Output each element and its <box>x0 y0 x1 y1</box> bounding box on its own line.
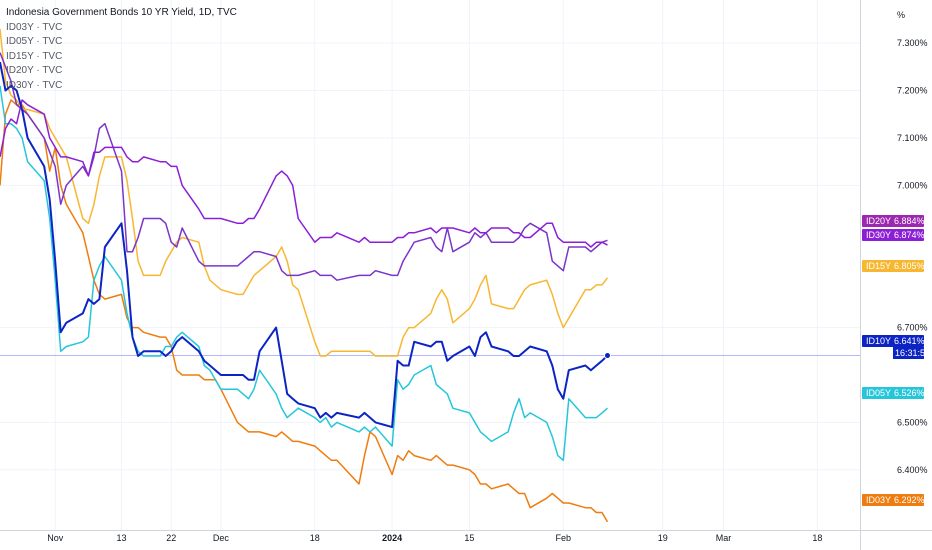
series-line-id03y <box>0 99 609 523</box>
time-tick-label: Nov <box>47 533 64 543</box>
time-tick-label: 18 <box>310 533 320 543</box>
price-tag-value: 6.805% <box>894 261 925 271</box>
price-tag-symbol: ID03Y <box>866 495 891 505</box>
price-tags: ID20Y 6.884%ID30Y 6.874%ID15Y 6.805%ID10Y 6.… <box>862 215 930 506</box>
time-tick-label: Mar <box>716 533 732 543</box>
price-tag-bg <box>862 335 924 347</box>
price-tag-value: 6.292% <box>894 495 925 505</box>
legend-row-id20y[interactable]: ID20Y · TVC <box>6 65 63 76</box>
time-tick-label: 19 <box>658 533 668 543</box>
legend-row-id03y[interactable]: ID03Y · TVC <box>6 21 63 33</box>
price-tag-value: 6.526% <box>894 388 925 398</box>
chart-legend: Indonesia Government Bonds 10 YR Yield, … <box>6 6 237 93</box>
price-axis-unit[interactable]: % <box>897 10 905 20</box>
price-tag-symbol: ID10Y <box>866 336 891 346</box>
legend-row-id05y[interactable]: ID05Y · TVC <box>6 36 63 47</box>
time-tick-label: 18 <box>812 533 822 543</box>
last-price-dot <box>603 352 611 360</box>
price-tag-value: 6.641% <box>894 336 925 346</box>
time-tick-label: 13 <box>116 533 126 543</box>
price-tag-symbol: ID30Y <box>866 230 891 240</box>
price-tick-label: 7.100% <box>897 133 928 143</box>
series-line-id05y <box>0 85 608 462</box>
series-line-id15y <box>0 28 609 357</box>
price-tick-label: 6.400% <box>897 465 928 475</box>
price-tick-label: 6.500% <box>897 417 928 427</box>
series-lines <box>0 28 611 523</box>
price-tag-bg <box>862 387 924 399</box>
countdown-text: 16:31:57 <box>895 348 930 358</box>
price-tag-symbol: ID05Y <box>866 388 891 398</box>
time-tick-label: 2024 <box>382 533 402 543</box>
price-tag-bg <box>862 494 924 506</box>
countdown-bg <box>893 347 924 359</box>
price-tick-label: 6.700% <box>897 323 928 333</box>
price-tag-value: 6.874% <box>894 230 925 240</box>
price-tag-bg <box>862 260 924 272</box>
time-tick-label: 22 <box>166 533 176 543</box>
time-tick-label: 15 <box>464 533 474 543</box>
legend-title[interactable]: Indonesia Government Bonds 10 YR Yield, … <box>6 7 237 18</box>
time-tick-label: Dec <box>213 533 230 543</box>
price-tag-value: 6.884% <box>894 216 925 226</box>
legend-row-id15y[interactable]: ID15Y · TVC <box>6 50 63 62</box>
time-axis[interactable]: Nov 13 22 Dec 18 2024 15 Feb 19 Mar 18 <box>47 533 822 543</box>
legend-row-id30y[interactable]: ID30Y · TVC <box>6 79 63 91</box>
time-tick-label: Feb <box>556 533 572 543</box>
price-tag-bg <box>862 215 924 227</box>
price-tag-symbol: ID20Y <box>866 216 891 226</box>
price-axis[interactable]: % 7.300% 7.200% 7.100% 7.000% 6.700% 6.500% 6.4… <box>897 10 928 475</box>
series-line-indonesia <box>0 61 609 429</box>
price-tag-bg <box>862 229 924 241</box>
price-tick-label: 7.000% <box>897 180 928 190</box>
series-line-id30y <box>0 99 608 248</box>
price-tick-label: 7.300% <box>897 38 928 48</box>
price-tag-symbol: ID15Y <box>866 261 891 271</box>
price-tick-label: 7.200% <box>897 86 928 96</box>
